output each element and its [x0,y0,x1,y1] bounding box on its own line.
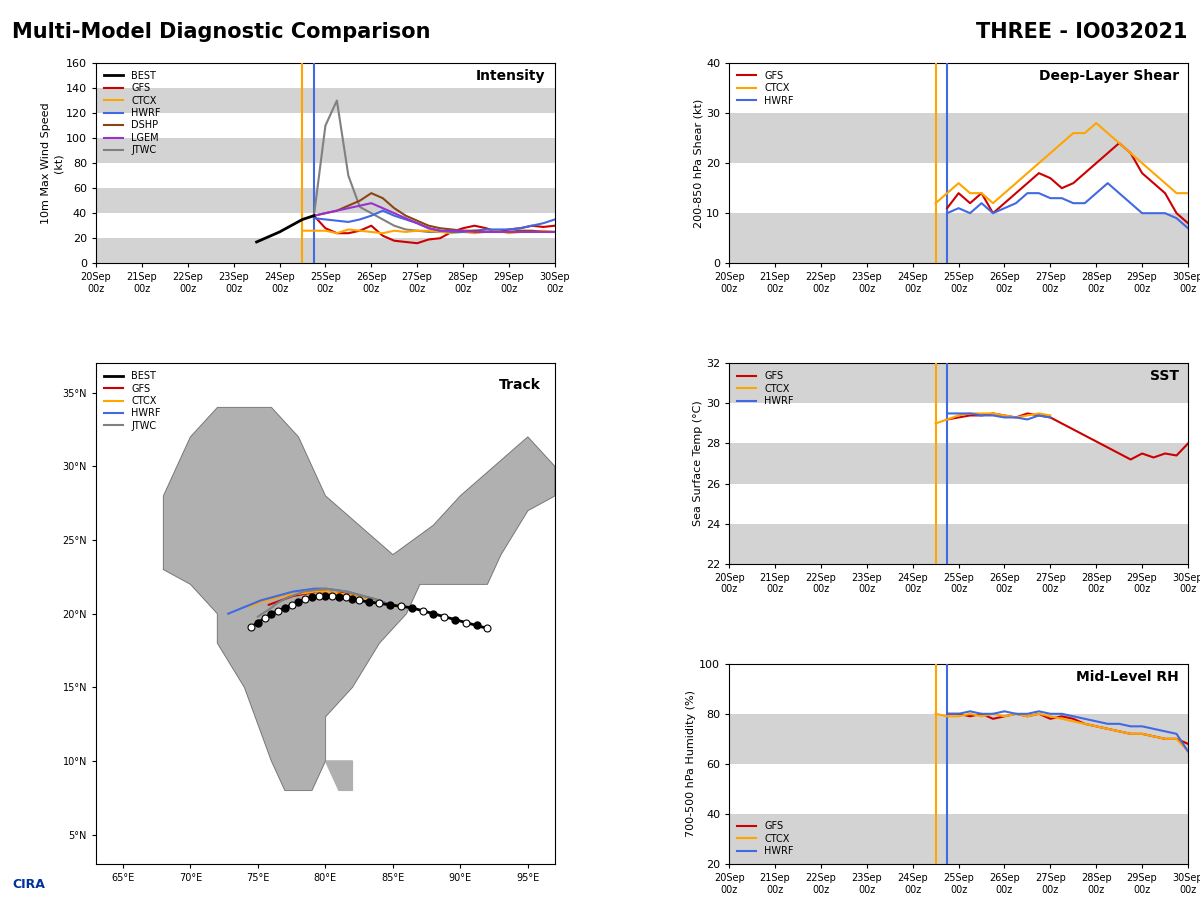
Text: Multi-Model Diagnostic Comparison: Multi-Model Diagnostic Comparison [12,22,431,42]
Bar [96,238,554,263]
Legend: GFS, CTCX, HWRF: GFS, CTCX, HWRF [734,818,797,860]
Bar [96,188,554,213]
Bar [730,364,1188,403]
Polygon shape [163,408,554,790]
Text: Deep-Layer Shear: Deep-Layer Shear [1039,69,1178,83]
Bar [730,113,1188,163]
Text: CIRA: CIRA [12,878,44,891]
Bar [730,714,1188,764]
Text: Track: Track [499,378,541,392]
Text: SST: SST [1150,369,1178,383]
Bar [730,814,1188,864]
Text: Mid-Level RH: Mid-Level RH [1076,670,1178,684]
Y-axis label: 200-850 hPa Shear (kt): 200-850 hPa Shear (kt) [694,98,703,228]
Bar [96,88,554,113]
Y-axis label: 700-500 hPa Humidity (%): 700-500 hPa Humidity (%) [686,690,696,837]
Legend: GFS, CTCX, HWRF: GFS, CTCX, HWRF [734,368,797,409]
Bar [96,138,554,163]
Text: Intensity: Intensity [476,69,546,83]
Text: THREE - IO032021: THREE - IO032021 [977,22,1188,42]
Legend: BEST, GFS, CTCX, HWRF, DSHP, LGEM, JTWC: BEST, GFS, CTCX, HWRF, DSHP, LGEM, JTWC [101,68,163,158]
Y-axis label: 10m Max Wind Speed
(kt): 10m Max Wind Speed (kt) [42,103,64,224]
Y-axis label: Sea Surface Temp (°C): Sea Surface Temp (°C) [694,400,703,526]
Legend: GFS, CTCX, HWRF: GFS, CTCX, HWRF [734,68,797,109]
Polygon shape [325,760,353,790]
Bar [730,444,1188,483]
Bar [730,524,1188,563]
Legend: BEST, GFS, CTCX, HWRF, JTWC: BEST, GFS, CTCX, HWRF, JTWC [101,368,163,434]
Bar [730,213,1188,263]
